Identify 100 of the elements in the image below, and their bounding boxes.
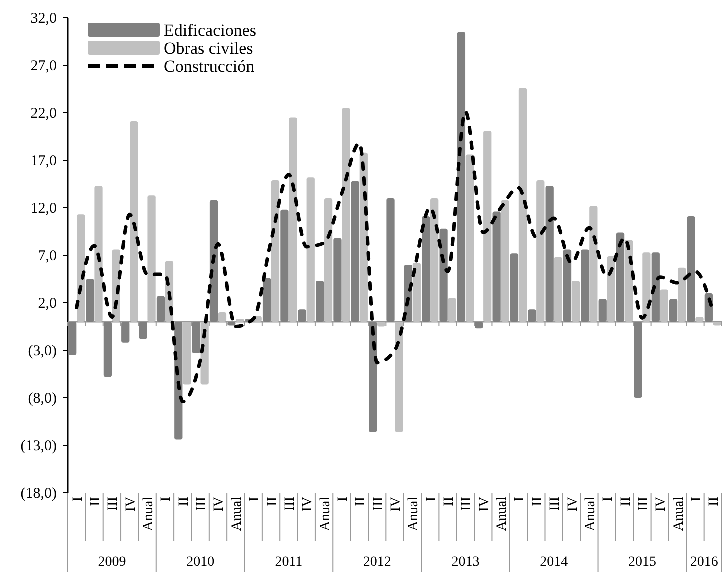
y-tick-label: 27,0 [30, 58, 57, 74]
bar [660, 290, 668, 322]
y-tick-label: 12,0 [30, 200, 57, 217]
x-tick-label: III [106, 496, 122, 511]
x-tick-label: IV [477, 497, 492, 512]
bar [378, 322, 386, 327]
text: 2011 [275, 555, 303, 570]
bar [412, 263, 421, 322]
x-tick-label: Anual [318, 496, 334, 532]
bar [642, 252, 651, 322]
bar [139, 322, 148, 340]
x-tick-label: IV [566, 497, 581, 512]
bar [430, 198, 439, 322]
bar [324, 198, 333, 322]
bar [218, 312, 227, 322]
x-tick-label: I [689, 496, 704, 502]
text: 2015 [628, 555, 656, 570]
text: 2009 [98, 555, 126, 570]
bar [598, 299, 607, 322]
bar [448, 298, 456, 322]
bar [422, 216, 430, 322]
y-tick-label: 32,0 [30, 10, 57, 27]
bar [156, 296, 166, 322]
bar [634, 322, 642, 398]
y-tick-label: (3,0) [28, 343, 57, 360]
x-tick-label: II [442, 496, 458, 506]
x-tick-label: III [371, 496, 386, 511]
legend-label: Edificaciones [164, 21, 257, 40]
x-tick-label: III [282, 496, 298, 511]
bar [316, 281, 324, 322]
legend-label: Construcción [164, 57, 256, 76]
y-tick-label: 2,0 [38, 296, 57, 312]
bar [492, 212, 501, 322]
bar [94, 186, 103, 322]
bar [440, 228, 448, 322]
bar [386, 198, 395, 322]
bar [466, 154, 474, 322]
y-tick-label: 7,0 [38, 248, 57, 264]
line-series [75, 110, 715, 404]
x-tick-label: II [354, 496, 369, 506]
x-tick-label: IV [389, 497, 404, 512]
bar [104, 322, 112, 378]
bar [518, 88, 528, 322]
x-tick-label: I [159, 496, 174, 502]
x-tick-label: Anual [230, 496, 245, 532]
x-tick-label: II [707, 496, 722, 506]
x-tick-label: II [88, 496, 104, 506]
x-tick-label: III [548, 496, 564, 511]
bar [262, 278, 272, 322]
bar [457, 32, 466, 322]
bar [130, 122, 138, 322]
y-tick-label: (8,0) [28, 390, 57, 407]
text: 2014 [540, 555, 568, 570]
bar [289, 118, 298, 322]
legend-label: Obras civiles [164, 39, 254, 58]
bar [590, 206, 598, 322]
bar [334, 238, 342, 322]
bar [306, 178, 315, 322]
bar [563, 250, 572, 322]
x-tick-label: II [265, 496, 280, 506]
bar [572, 281, 580, 322]
x-tick-label: IV [124, 497, 139, 512]
x-tick-label: IV [300, 497, 316, 512]
bar [678, 268, 686, 322]
bar [148, 196, 156, 322]
y-tick-label: 17,0 [30, 153, 57, 170]
bar [68, 322, 77, 356]
text: 2013 [452, 555, 480, 570]
x-tick-label: II [618, 496, 634, 506]
text: 2010 [186, 555, 215, 570]
bar [271, 180, 280, 322]
x-tick-label: Anual [495, 496, 510, 532]
bar [475, 322, 484, 329]
x-tick-label: I [601, 496, 616, 502]
bar [687, 216, 696, 322]
x-tick-label: Anual [672, 496, 687, 532]
text: 2016 [690, 555, 718, 570]
bar [713, 322, 722, 326]
x-tick-label: I [70, 496, 86, 502]
bar [616, 232, 625, 322]
bar [280, 210, 289, 322]
bar [554, 257, 562, 322]
bar [652, 252, 660, 322]
bar [122, 322, 130, 343]
bar [342, 108, 350, 322]
x-tick-label: Anual [142, 496, 157, 532]
x-tick-label: II [176, 496, 192, 506]
bar [236, 319, 244, 322]
bar [183, 322, 192, 385]
x-tick-label: I [512, 496, 528, 502]
bar [351, 181, 360, 322]
x-tick-label: Anual [406, 496, 422, 532]
bar [510, 254, 519, 322]
text: 2012 [363, 555, 392, 570]
bar [528, 310, 536, 322]
bar [298, 310, 306, 322]
bar [536, 180, 545, 322]
x-tick-label: IV [654, 497, 670, 512]
bar [546, 186, 554, 322]
x-tick-label: I [248, 496, 263, 502]
